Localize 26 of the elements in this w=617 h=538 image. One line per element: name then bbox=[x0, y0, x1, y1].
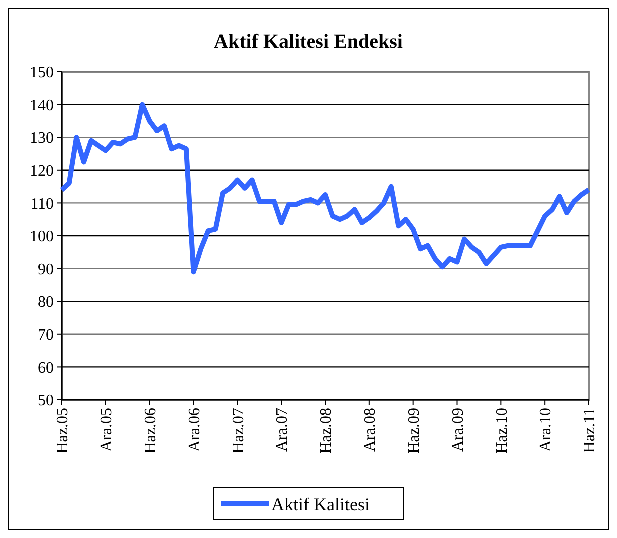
x-tick-label: Haz.11 bbox=[582, 408, 599, 454]
y-tick-label: 130 bbox=[30, 130, 54, 148]
x-tick-label: Haz.07 bbox=[230, 408, 248, 454]
x-tick-label: Haz.08 bbox=[318, 408, 336, 454]
y-tick-label: 90 bbox=[38, 261, 54, 278]
x-tick-label: Haz.09 bbox=[406, 408, 423, 454]
x-tick-label: Ara.09 bbox=[450, 408, 467, 452]
y-tick-label: 70 bbox=[38, 327, 54, 344]
x-tick-label: Ara.07 bbox=[274, 408, 292, 452]
y-tick-label: 150 bbox=[30, 64, 54, 82]
y-tick-label: 120 bbox=[30, 163, 54, 180]
x-tick-label: Haz.10 bbox=[494, 408, 511, 454]
legend-label: Aktif Kalitesi bbox=[272, 494, 370, 514]
y-tick-label: 50 bbox=[38, 392, 54, 410]
y-tick-label: 140 bbox=[30, 97, 54, 114]
x-tick-label: Ara.05 bbox=[98, 408, 116, 452]
x-tick-label: Ara.10 bbox=[538, 408, 555, 452]
y-tick-label: 80 bbox=[38, 294, 54, 312]
y-tick-label: 110 bbox=[30, 196, 54, 213]
y-tick-label: 60 bbox=[38, 360, 54, 377]
y-tick-label: 100 bbox=[30, 228, 54, 246]
x-tick-label: Ara.06 bbox=[186, 408, 204, 452]
x-tick-label: Ara.08 bbox=[362, 408, 380, 452]
chart-title: Aktif Kalitesi Endeksi bbox=[214, 31, 404, 53]
x-tick-label: Haz.05 bbox=[54, 408, 72, 454]
x-tick-label: Haz.06 bbox=[142, 408, 160, 454]
